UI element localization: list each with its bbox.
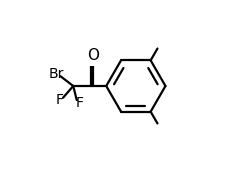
Text: F: F (75, 96, 83, 110)
Text: Br: Br (48, 67, 64, 81)
Text: O: O (87, 47, 99, 62)
Text: F: F (55, 93, 63, 107)
